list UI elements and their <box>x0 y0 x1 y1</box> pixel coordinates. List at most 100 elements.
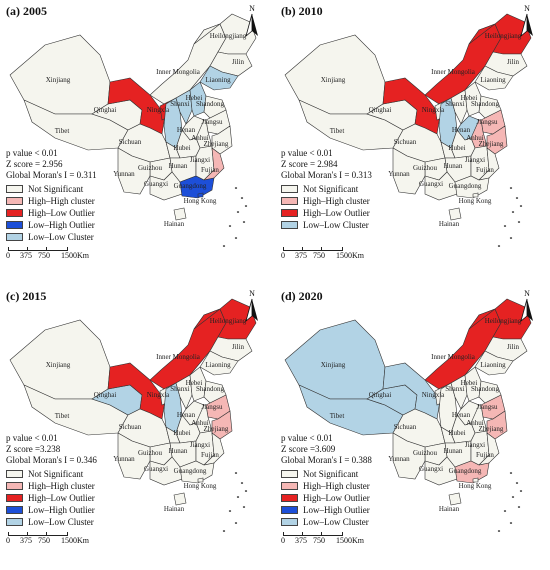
province-label-hainan: Hainan <box>164 220 185 228</box>
province-label-hunan: Hunan <box>444 447 463 455</box>
province-label-sichuan: Sichuan <box>394 423 417 431</box>
province-label-yunnan: Yunnan <box>113 455 135 463</box>
statistics-block: p value < 0.01 Z score = 2.956 Global Mora… <box>6 148 97 181</box>
stat-z-score: Z score = 2.984 <box>281 159 338 169</box>
province-label-shandong: Shandong <box>471 385 500 393</box>
province-label-tibet: Tibet <box>330 127 345 135</box>
stat-p-value: p value < 0.01 <box>281 148 333 158</box>
province-heilongjiang <box>468 13 532 55</box>
legend-swatch <box>6 185 23 193</box>
legend-label: High–Low Outlier <box>303 208 370 218</box>
province-yunnan <box>117 432 151 480</box>
province-hongkong <box>472 192 479 198</box>
scale-bar: 0 375 750 1500Km <box>6 522 126 552</box>
province-label-liaoning: Liaoning <box>205 361 231 369</box>
province-label-yunnan: Yunnan <box>388 170 410 178</box>
scale-label: 1500Km <box>336 536 364 545</box>
province-label-anhui: Anhui <box>466 134 484 142</box>
province-label-jiangsu: Jiangsu <box>477 403 499 411</box>
island-mark <box>242 506 246 508</box>
scale-tick <box>46 532 47 535</box>
province-shanxi <box>450 89 468 125</box>
panel-title: (a) 2005 <box>6 4 47 18</box>
province-yunnan <box>392 147 426 195</box>
island-mark <box>242 221 246 223</box>
island-mark <box>517 221 521 223</box>
legend-label: Low–Low Cluster <box>303 517 369 527</box>
province-label-zhejiang: Zhejiang <box>204 140 229 148</box>
china-province-map: Xinjiang Tibet Qinghai Inner Mongolia Heilon… <box>9 298 257 532</box>
scale-line <box>283 532 343 536</box>
province-shanxi <box>450 374 468 410</box>
scale-tick <box>27 247 28 250</box>
scale-tick <box>302 247 303 250</box>
legend-swatch <box>281 197 298 205</box>
legend-label: High–Low Outlier <box>28 493 95 503</box>
scale-bar: 0 375 750 1500Km <box>281 522 401 552</box>
stat-p-value: p value < 0.01 <box>6 433 58 443</box>
map-panel-2015: Xinjiang Tibet Qinghai Inner Mongolia Heilon… <box>0 285 275 570</box>
province-label-hebei: Hebei <box>186 379 203 387</box>
legend-label: Not Significant <box>303 184 359 194</box>
province-guangdong <box>179 460 215 484</box>
province-hongkong <box>197 192 204 198</box>
island-mark <box>503 510 507 512</box>
province-label-henan: Henan <box>452 126 471 134</box>
island-mark <box>240 482 244 484</box>
legend-item: High–Low Outlier <box>281 492 370 504</box>
province-label-liaoning: Liaoning <box>480 76 506 84</box>
province-label-guangdong: Guangdong <box>174 182 207 190</box>
province-label-qinghai: Qinghai <box>369 391 392 399</box>
panel-title: (b) 2010 <box>281 4 323 18</box>
province-label-henan: Henan <box>177 126 196 134</box>
island-mark <box>236 211 240 213</box>
legend-swatch <box>6 494 23 502</box>
legend-swatch <box>6 233 23 241</box>
scale-label: 750 <box>38 536 50 545</box>
scale-tick <box>302 532 303 535</box>
legend-item: High–High cluster <box>6 195 95 207</box>
legend-item: Low–Low Cluster <box>281 516 370 528</box>
province-label-sichuan: Sichuan <box>119 423 142 431</box>
province-label-yunnan: Yunnan <box>113 170 135 178</box>
island-mark <box>244 490 248 492</box>
island-mark <box>236 496 240 498</box>
island-mark <box>519 490 523 492</box>
stat-morans: Global Moran's I = 0.311 <box>6 170 97 180</box>
north-arrow-icon: N <box>241 4 263 38</box>
province-hongkong <box>472 477 479 483</box>
province-guangdong <box>179 175 215 199</box>
province-label-xinjiang: Xinjiang <box>321 76 346 84</box>
legend-label: Low–High Outlier <box>303 505 370 515</box>
province-label-xinjiang: Xinjiang <box>321 361 346 369</box>
province-label-liaoning: Liaoning <box>480 361 506 369</box>
legend-item: High–Low Outlier <box>6 207 95 219</box>
legend-item: Not Significant <box>281 183 370 195</box>
legend-swatch <box>281 209 298 217</box>
province-hainan <box>173 492 187 506</box>
province-shanxi <box>175 374 193 410</box>
province-label-fujian: Fujian <box>476 451 494 459</box>
north-arrow-icon: N <box>516 289 538 323</box>
island-mark <box>511 211 515 213</box>
province-label-anhui: Anhui <box>191 134 209 142</box>
province-label-zhejiang: Zhejiang <box>204 425 229 433</box>
province-label-fujian: Fujian <box>201 451 219 459</box>
island-mark <box>228 510 232 512</box>
province-label-sichuan: Sichuan <box>394 138 417 146</box>
panel-title: (d) 2020 <box>281 289 323 303</box>
north-label: N <box>249 289 255 298</box>
province-label-hebei: Hebei <box>461 94 478 102</box>
scale-line <box>8 532 68 536</box>
scale-tick <box>321 532 322 535</box>
legend-swatch <box>6 209 23 217</box>
province-heilongjiang <box>468 298 532 340</box>
legend: Not Significant High–High cluster High–Low… <box>6 183 95 243</box>
china-province-map: Xinjiang Tibet Qinghai Inner Mongolia Heilon… <box>9 13 257 247</box>
legend-item: Low–Low Cluster <box>281 219 370 231</box>
island-mark <box>228 225 232 227</box>
island-mark <box>511 496 515 498</box>
island-mark <box>509 187 513 189</box>
province-label-fujian: Fujian <box>476 166 494 174</box>
legend-item: Low–High Outlier <box>6 504 95 516</box>
